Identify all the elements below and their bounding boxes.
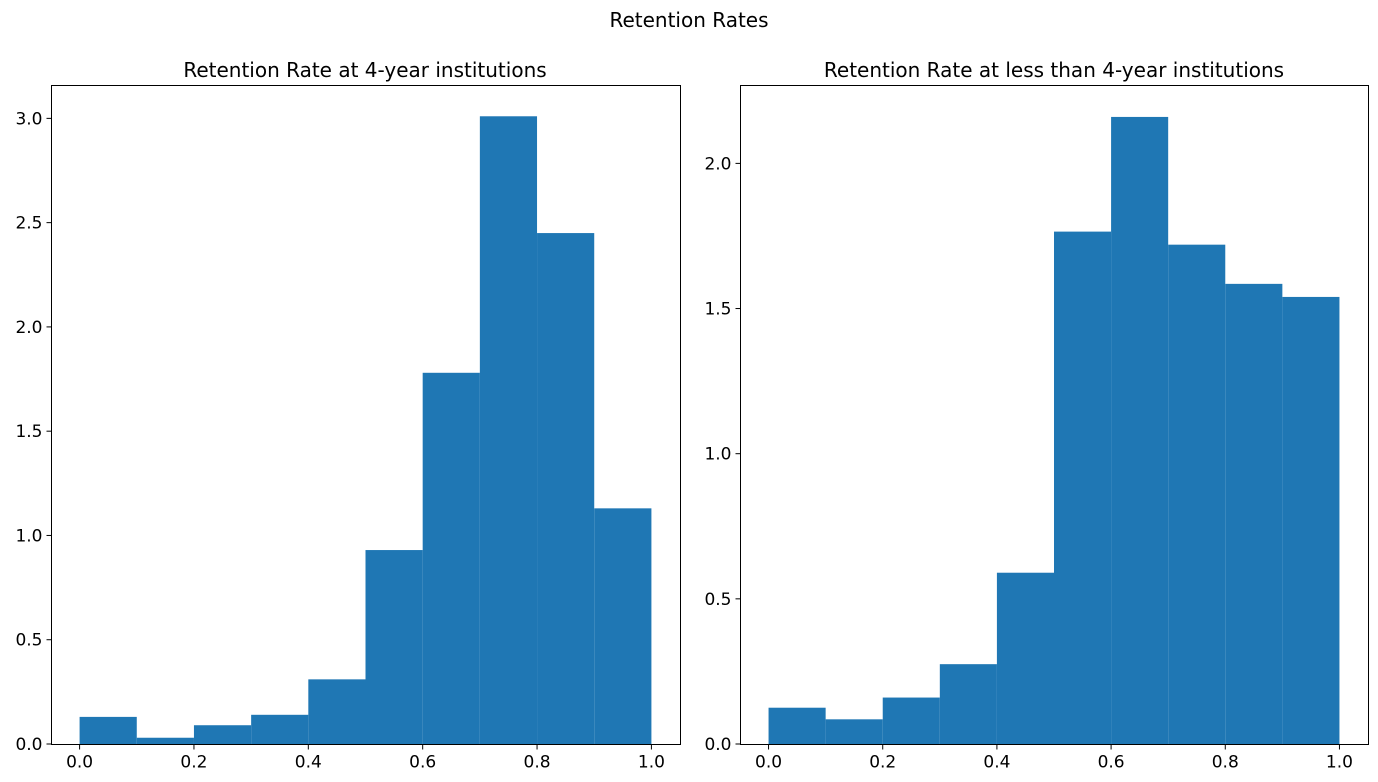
y-tick-label: 1.5 [704, 300, 731, 320]
figure-suptitle: Retention Rates [609, 8, 768, 32]
axes-title-4-year: Retention Rate at 4-year institutions [183, 58, 546, 82]
x-tick-label: 0.2 [180, 753, 207, 773]
histogram-bar [537, 233, 595, 744]
histogram-bar [1168, 244, 1226, 745]
x-tick-label: 0.6 [409, 753, 436, 773]
y-tick-label: 0.5 [704, 590, 731, 610]
y-tick-label: 1.5 [15, 422, 42, 442]
x-tick-label: 0.8 [1212, 753, 1239, 773]
y-tick-label: 2.5 [15, 214, 42, 234]
histogram-bar [996, 572, 1054, 744]
histogram-bar [882, 697, 940, 744]
x-tick-label: 1.0 [638, 753, 665, 773]
y-tick-label: 0.0 [15, 735, 42, 755]
histogram-bar [825, 719, 883, 744]
histogram-bar [1054, 231, 1112, 745]
histogram-less-than-4-year: Retention Rate at less than 4-year insti… [704, 58, 1369, 773]
y-tick-label: 2.0 [15, 318, 42, 338]
histogram-bar [251, 714, 309, 744]
y-tick-label: 0.5 [15, 631, 42, 651]
x-tick-label: 0.8 [524, 753, 551, 773]
x-tick-label: 0.2 [869, 753, 896, 773]
histogram-bar [308, 679, 366, 744]
x-tick-label: 0.6 [1098, 753, 1125, 773]
y-tick-label: 0.0 [704, 735, 731, 755]
y-tick-label: 1.0 [704, 445, 731, 465]
x-tick-label: 1.0 [1326, 753, 1353, 773]
histogram-bar [365, 550, 423, 744]
axes-frame [51, 85, 681, 745]
histogram-bar [939, 664, 997, 744]
histogram-bar [479, 116, 538, 744]
x-tick-label: 0.4 [295, 753, 322, 773]
y-tick-label: 2.0 [704, 154, 731, 174]
y-tick-label: 3.0 [15, 109, 42, 129]
x-tick-label: 0.0 [755, 753, 782, 773]
y-tick-label: 1.0 [15, 526, 42, 546]
histogram-bar [594, 508, 652, 744]
histogram-bar [768, 707, 826, 744]
histogram-bar [79, 716, 137, 744]
x-tick-label: 0.4 [983, 753, 1010, 773]
histogram-bar [1282, 296, 1340, 744]
histogram-bar [136, 737, 194, 744]
histogram-bar [1111, 116, 1169, 745]
histogram-bar [1225, 283, 1283, 744]
x-tick-label: 0.0 [66, 753, 93, 773]
histogram-bar [193, 725, 252, 744]
histogram-4-year: Retention Rate at 4-year institutions 0.… [15, 58, 681, 773]
histogram-bar [422, 372, 480, 744]
axes-frame [740, 85, 1369, 745]
axes-title-less-than-4-year: Retention Rate at less than 4-year insti… [824, 58, 1284, 82]
